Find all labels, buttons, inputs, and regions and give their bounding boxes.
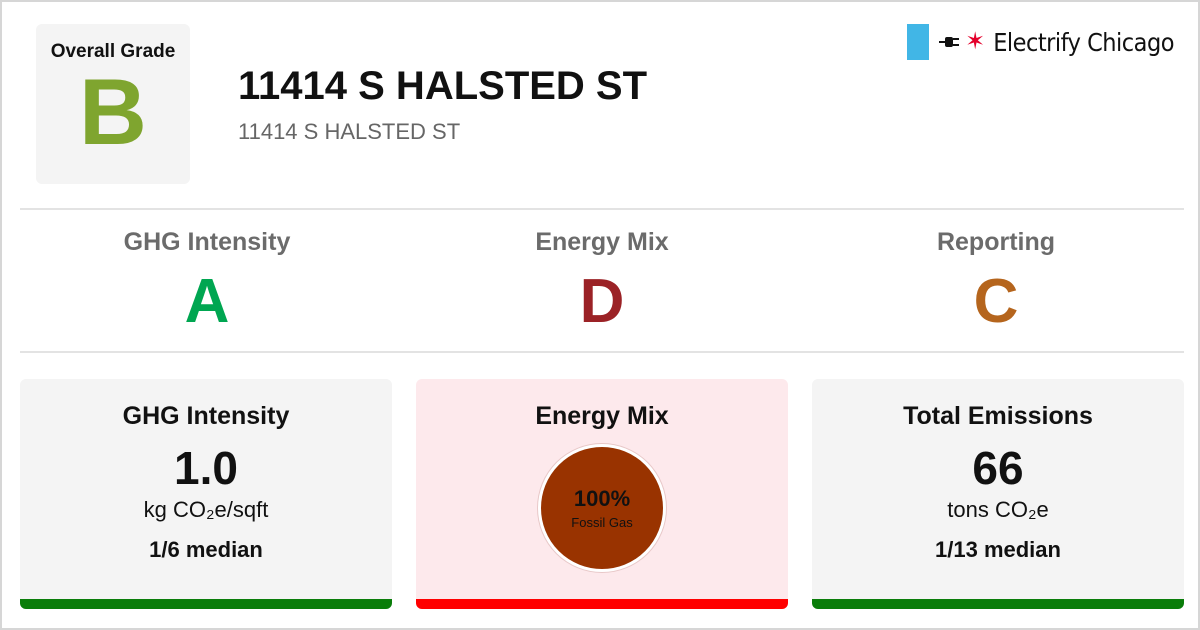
- divider-top: [20, 208, 1184, 210]
- total-emissions-value: 66: [972, 442, 1024, 494]
- overall-grade-label: Overall Grade: [50, 41, 176, 62]
- sub-grade-energy-mix: Energy Mix D: [407, 228, 797, 335]
- chicago-star-icon: ✶: [965, 28, 986, 55]
- energy-mix-pie: 100% Fossil Gas: [538, 444, 666, 572]
- card-title: GHG Intensity: [122, 402, 290, 430]
- total-emissions-median: 1/13 median: [935, 537, 1061, 562]
- plug-icon: [939, 37, 960, 47]
- flag-bar-icon: [907, 24, 930, 60]
- sub-grade-letter: C: [973, 267, 1019, 336]
- card-status-bar: [812, 599, 1184, 609]
- card-title: Total Emissions: [903, 402, 1093, 430]
- card-title: Energy Mix: [535, 402, 669, 430]
- card-status-bar: [416, 599, 788, 609]
- ghg-intensity-card: GHG Intensity 1.0 kg CO₂e/sqft 1/6 media…: [20, 379, 392, 609]
- brand-logo[interactable]: ✶ Electrify Chicago: [907, 24, 1174, 60]
- ghg-intensity-unit: kg CO₂e/sqft: [143, 497, 269, 522]
- sub-grade-reporting: Reporting C: [801, 228, 1191, 335]
- building-address-title: 11414 S HALSTED ST: [238, 64, 648, 108]
- sub-grade-title: Energy Mix: [535, 228, 669, 256]
- overall-grade-letter: B: [79, 59, 147, 164]
- divider-middle: [20, 351, 1184, 353]
- total-emissions-card: Total Emissions 66 tons CO₂e 1/13 median: [812, 379, 1184, 609]
- pie-fuel-label: Fossil Gas: [571, 514, 633, 530]
- sub-grade-title: Reporting: [936, 228, 1056, 256]
- total-emissions-unit: tons CO₂e: [947, 497, 1049, 522]
- energy-mix-card: Energy Mix 100% Fossil Gas: [416, 379, 788, 609]
- sub-grade-title: GHG Intensity: [123, 228, 291, 256]
- brand-name: Electrify Chicago: [993, 27, 1174, 57]
- pie-percent-label: 100%: [573, 485, 631, 511]
- overall-grade-box: Overall Grade B: [36, 24, 190, 184]
- sub-grade-ghg-intensity: GHG Intensity A: [12, 228, 402, 335]
- sub-grade-letter: D: [579, 267, 625, 336]
- card-status-bar: [20, 599, 392, 609]
- ghg-intensity-value: 1.0: [174, 442, 238, 494]
- ghg-intensity-median: 1/6 median: [149, 537, 263, 562]
- building-address-subtitle: 11414 S HALSTED ST: [238, 119, 461, 144]
- sub-grade-letter: A: [184, 267, 230, 336]
